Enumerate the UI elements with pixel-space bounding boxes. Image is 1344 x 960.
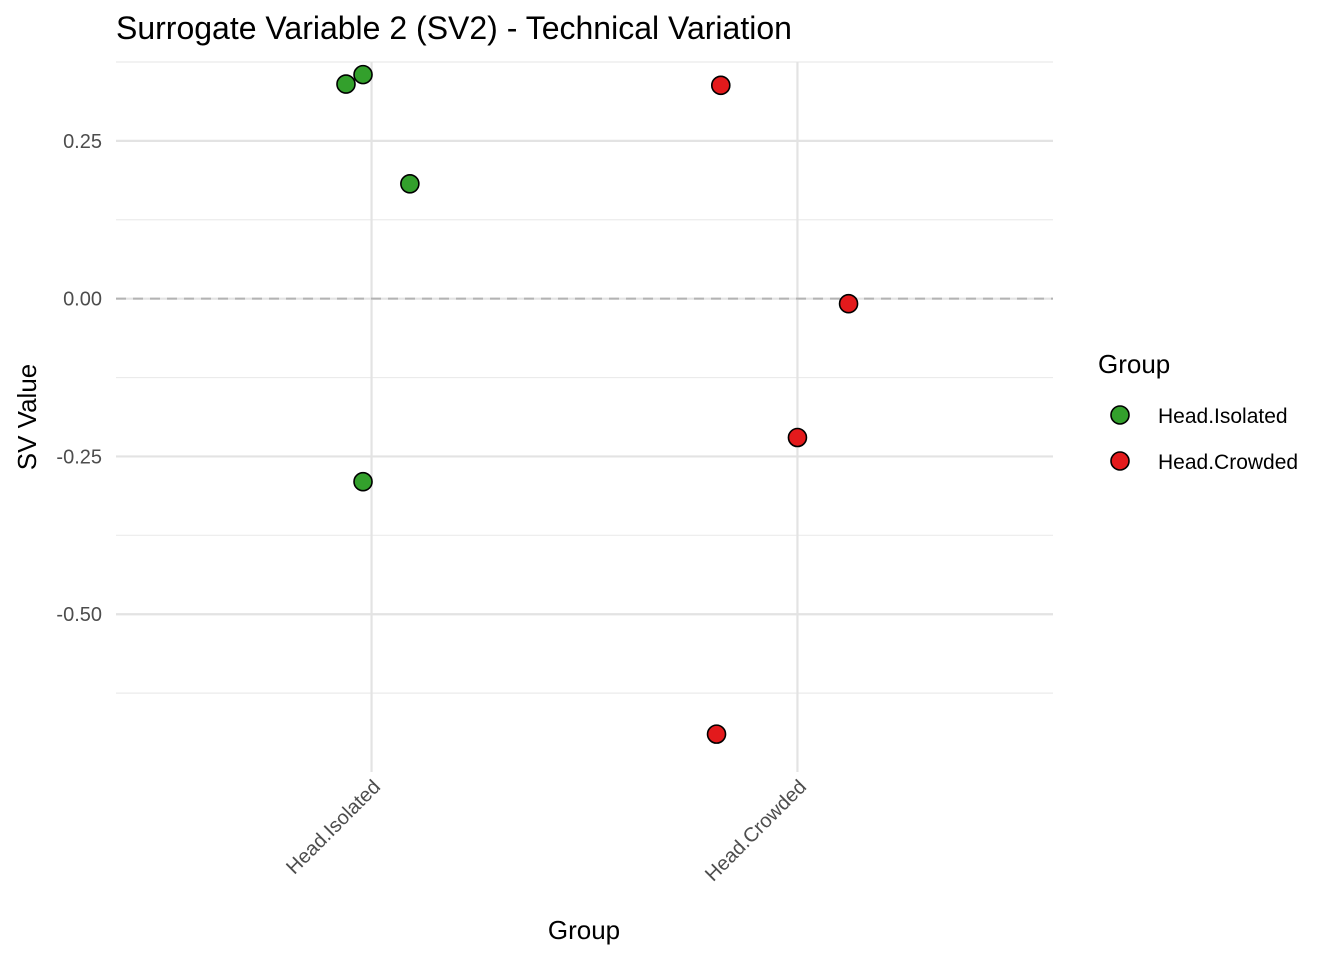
y-tick-label: 0.00 xyxy=(63,289,102,311)
data-point xyxy=(838,293,859,314)
data-point xyxy=(710,75,731,96)
legend-title: Group xyxy=(1098,349,1170,379)
data-point xyxy=(400,174,420,194)
data-point xyxy=(353,64,373,85)
data-point xyxy=(336,74,356,94)
x-tick-label: Head.Isolated xyxy=(282,776,385,879)
y-axis-title: SV Value xyxy=(12,364,42,470)
y-tick-label: 0.25 xyxy=(63,131,102,153)
legend-entries: Head.Isolated Head.Crowded xyxy=(1110,405,1298,474)
grid-lines xyxy=(116,61,1053,772)
x-axis-title: Group xyxy=(548,915,620,945)
y-tick-label: -0.50 xyxy=(56,604,102,626)
legend-key xyxy=(1110,405,1130,425)
x-tick-label: Head.Crowded xyxy=(701,776,811,886)
data-point xyxy=(353,471,373,492)
legend-key xyxy=(1110,451,1130,471)
legend-label: Head.Crowded xyxy=(1158,451,1298,474)
y-tick-labels: 0.25 0.00 -0.25 -0.50 xyxy=(56,131,102,626)
data-points xyxy=(336,64,859,744)
legend-label: Head.Isolated xyxy=(1158,405,1288,428)
data-point xyxy=(787,427,808,448)
y-tick-label: -0.25 xyxy=(56,446,102,468)
legend: Group Head.Isolated Head.Crowded xyxy=(1098,349,1298,474)
data-point xyxy=(706,724,727,744)
chart-title: Surrogate Variable 2 (SV2) - Technical V… xyxy=(116,10,792,46)
x-tick-labels: Head.Isolated Head.Crowded xyxy=(282,776,811,886)
